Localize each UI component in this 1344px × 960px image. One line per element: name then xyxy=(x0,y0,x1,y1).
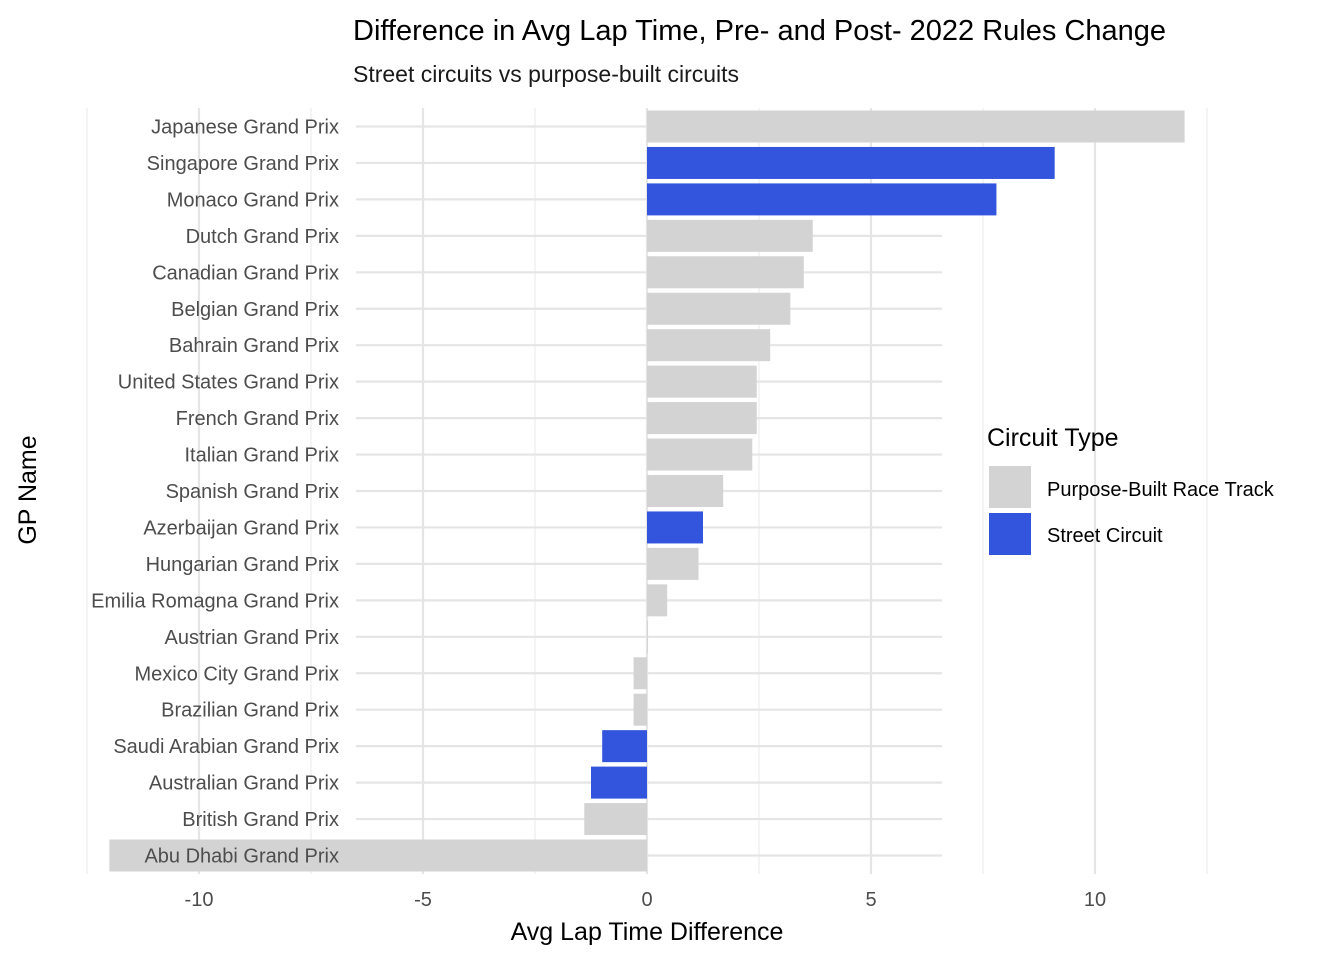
legend-title: Circuit Type xyxy=(987,424,1119,452)
y-tick-label: French Grand Prix xyxy=(176,408,339,430)
bars-layer xyxy=(109,110,1185,872)
y-tick-label: Saudi Arabian Grand Prix xyxy=(113,736,339,758)
y-tick-label: Australian Grand Prix xyxy=(149,773,339,795)
y-tick-labels: Japanese Grand Prix Singapore Grand Prix M… xyxy=(91,117,339,868)
x-tick-label: 10 xyxy=(1084,889,1106,911)
bar xyxy=(647,547,699,580)
chart-subtitle: Street circuits vs purpose-built circuit… xyxy=(353,61,739,87)
y-tick-label: Hungarian Grand Prix xyxy=(146,554,339,576)
bar xyxy=(647,475,724,507)
y-tick-label: Mexico City Grand Prix xyxy=(135,663,340,685)
bar xyxy=(647,620,648,653)
bar xyxy=(647,219,813,252)
x-tick-label: 5 xyxy=(865,889,876,911)
x-tick-labels: -10 -5 0 5 10 xyxy=(185,889,1107,911)
y-tick-label: Spanish Grand Prix xyxy=(166,481,339,503)
bar xyxy=(633,693,647,726)
legend-label-street-circuit: Street Circuit xyxy=(1047,525,1163,547)
bar xyxy=(591,766,647,799)
legend-swatch-street-circuit xyxy=(989,513,1031,555)
y-tick-label: Canadian Grand Prix xyxy=(152,262,339,284)
y-tick-label: Dutch Grand Prix xyxy=(186,226,339,248)
legend-label-purpose-built: Purpose-Built Race Track xyxy=(1047,479,1275,501)
y-tick-label: United States Grand Prix xyxy=(118,372,339,394)
y-tick-label: Emilia Romagna Grand Prix xyxy=(91,590,339,612)
bar xyxy=(647,183,997,216)
y-tick-label: Italian Grand Prix xyxy=(184,445,339,467)
y-tick-label: Azerbaijan Grand Prix xyxy=(143,517,339,539)
chart-title: Difference in Avg Lap Time, Pre- and Pos… xyxy=(353,15,1166,47)
x-tick-label: -5 xyxy=(414,889,432,911)
bar xyxy=(647,292,791,325)
bar xyxy=(647,584,668,617)
x-tick-label: -10 xyxy=(185,889,214,911)
bar xyxy=(647,329,771,362)
bar xyxy=(584,803,647,836)
bar xyxy=(647,365,757,398)
y-axis-title: GP Name xyxy=(14,435,42,544)
bar xyxy=(647,110,1185,143)
bar xyxy=(647,256,804,289)
bar xyxy=(647,146,1055,179)
y-tick-label: Monaco Grand Prix xyxy=(167,189,339,211)
y-tick-label: Abu Dhabi Grand Prix xyxy=(144,846,339,868)
x-axis-title: Avg Lap Time Difference xyxy=(511,918,784,946)
y-tick-label: Japanese Grand Prix xyxy=(151,117,339,139)
legend-swatch-purpose-built xyxy=(989,466,1031,508)
y-tick-label: Bahrain Grand Prix xyxy=(169,335,339,357)
bar xyxy=(109,839,647,872)
bar xyxy=(647,438,753,471)
y-tick-label: Singapore Grand Prix xyxy=(147,153,339,175)
legend: Circuit Type Purpose-Built Race Track St… xyxy=(987,424,1275,555)
bar xyxy=(633,657,647,690)
bar xyxy=(647,511,703,544)
bar xyxy=(647,402,757,435)
bar xyxy=(602,730,647,763)
y-tick-label: Brazilian Grand Prix xyxy=(161,700,339,722)
y-tick-label: Austrian Grand Prix xyxy=(164,627,339,649)
y-tick-label: British Grand Prix xyxy=(182,809,339,831)
y-tick-label: Belgian Grand Prix xyxy=(171,299,339,321)
x-tick-label: 0 xyxy=(641,889,652,911)
